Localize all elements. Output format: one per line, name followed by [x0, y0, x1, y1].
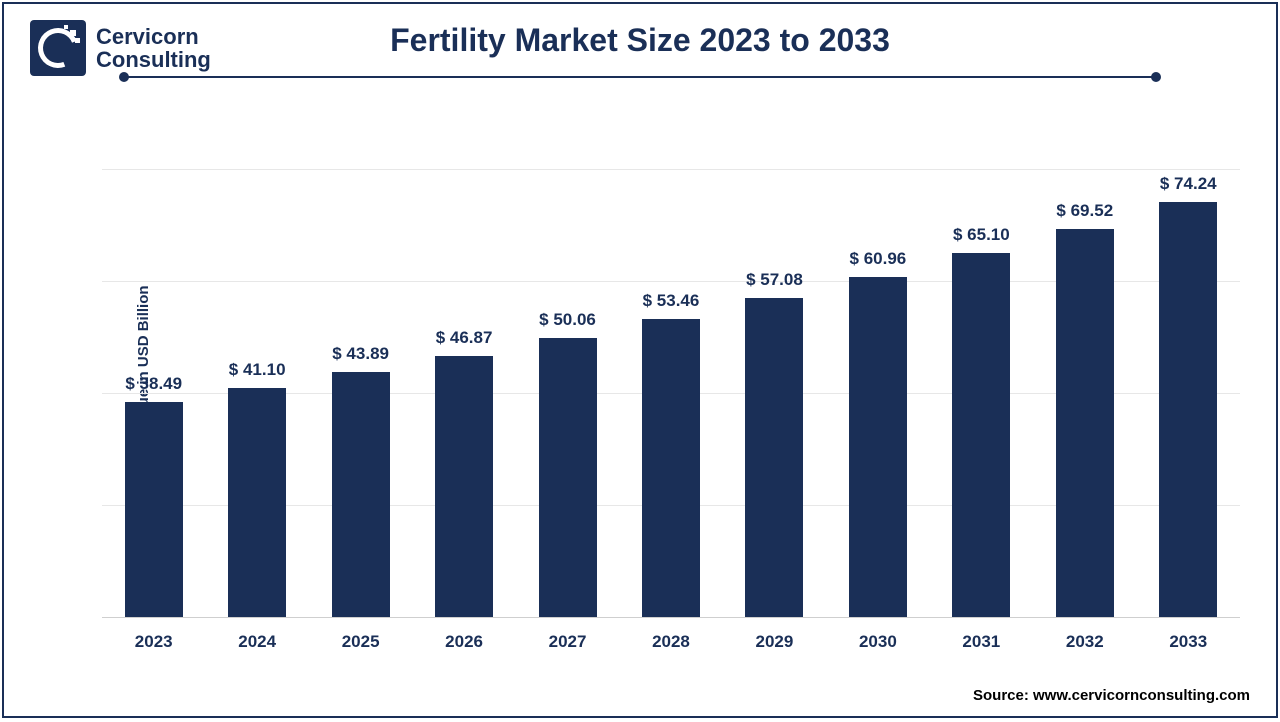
x-tick-label: 2026 — [445, 632, 483, 652]
bar-slot: $ 74.242033 — [1137, 114, 1240, 618]
bar: $ 46.87 — [435, 356, 493, 618]
bar-value-label: $ 46.87 — [436, 328, 493, 348]
bar: $ 43.89 — [332, 372, 390, 618]
x-tick-label: 2031 — [962, 632, 1000, 652]
bar-value-label: $ 43.89 — [332, 344, 389, 364]
bar-slot: $ 65.102031 — [930, 114, 1033, 618]
bar-value-label: $ 69.52 — [1056, 201, 1113, 221]
bar: $ 74.24 — [1159, 202, 1217, 618]
bar: $ 38.49 — [125, 402, 183, 618]
bar-value-label: $ 50.06 — [539, 310, 596, 330]
x-tick-label: 2024 — [238, 632, 276, 652]
bar: $ 50.06 — [539, 338, 597, 618]
chart-area: Market Value in USD Billion $ 38.492023$… — [58, 104, 1246, 662]
bar-slot: $ 57.082029 — [723, 114, 826, 618]
bar: $ 60.96 — [849, 277, 907, 618]
bar-slot: $ 38.492023 — [102, 114, 205, 618]
x-tick-label: 2028 — [652, 632, 690, 652]
bar-slot: $ 60.962030 — [826, 114, 929, 618]
x-axis-baseline — [102, 617, 1240, 618]
bar-value-label: $ 41.10 — [229, 360, 286, 380]
bar-slot: $ 53.462028 — [619, 114, 722, 618]
title-underline — [119, 72, 1161, 82]
bar: $ 53.46 — [642, 319, 700, 618]
bar-value-label: $ 57.08 — [746, 270, 803, 290]
bar: $ 57.08 — [745, 298, 803, 618]
bar-slot: $ 46.872026 — [412, 114, 515, 618]
plot-area: $ 38.492023$ 41.102024$ 43.892025$ 46.87… — [102, 114, 1240, 618]
bar: $ 65.10 — [952, 253, 1010, 618]
x-tick-label: 2029 — [756, 632, 794, 652]
bar-value-label: $ 60.96 — [850, 249, 907, 269]
chart-frame: Cervicorn Consulting Fertility Market Si… — [2, 2, 1278, 718]
bar-value-label: $ 65.10 — [953, 225, 1010, 245]
bar: $ 41.10 — [228, 388, 286, 618]
x-tick-label: 2023 — [135, 632, 173, 652]
source-attribution: Source: www.cervicornconsulting.com — [973, 687, 1250, 704]
bar-slot: $ 41.102024 — [205, 114, 308, 618]
bar-value-label: $ 74.24 — [1160, 174, 1217, 194]
bar-slot: $ 50.062027 — [516, 114, 619, 618]
bar-slot: $ 69.522032 — [1033, 114, 1136, 618]
x-tick-label: 2027 — [549, 632, 587, 652]
bar-value-label: $ 38.49 — [125, 374, 182, 394]
x-tick-label: 2030 — [859, 632, 897, 652]
bar-series: $ 38.492023$ 41.102024$ 43.892025$ 46.87… — [102, 114, 1240, 618]
x-tick-label: 2033 — [1169, 632, 1207, 652]
bar: $ 69.52 — [1056, 229, 1114, 618]
x-tick-label: 2025 — [342, 632, 380, 652]
bar-value-label: $ 53.46 — [643, 291, 700, 311]
x-tick-label: 2032 — [1066, 632, 1104, 652]
bar-slot: $ 43.892025 — [309, 114, 412, 618]
chart-title: Fertility Market Size 2023 to 2033 — [4, 22, 1276, 59]
